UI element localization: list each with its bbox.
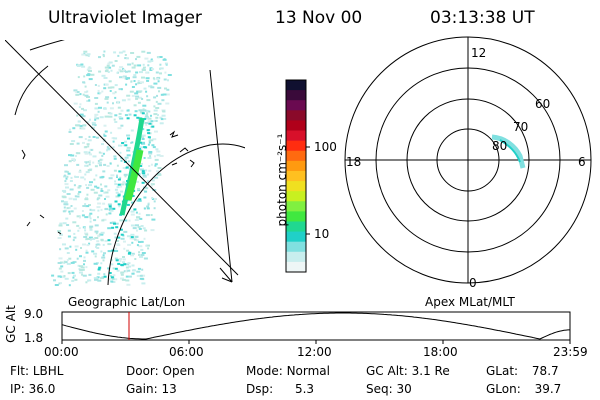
colorbar-cell [286,100,306,111]
alt-ytick-9: 9.0 [24,307,44,321]
lat-line [29,40,65,51]
coastline [169,130,195,168]
footer-door: Door: Open [126,364,195,378]
footer-gcalt: GC Alt: 3.1 Re [366,364,450,378]
geographic-label: Geographic Lat/Lon [68,295,186,309]
mlt-label-18: 18 [346,155,362,169]
colorbar-cell [286,221,306,233]
date-label: 13 Nov 00 [275,8,363,28]
grid-corner [219,267,233,283]
geographic-image [5,40,245,287]
polar-aurora [491,134,526,169]
lat-line [14,65,49,116]
colorbar-cell [286,80,306,91]
colorbar-cell [286,170,306,182]
alt-xtick-06: 06:00 [169,345,204,359]
coastline [21,149,62,235]
mlt-label-12: 12 [471,46,487,60]
footer-ip: IP: 36.0 [10,382,56,396]
colorbar [285,79,310,273]
colorbar-cell [286,181,306,192]
footer-dsp: Dsp: 5.3 [246,382,315,396]
colorbar-cell [286,150,306,162]
colorbar-cell [286,110,306,121]
colorbar-cell [286,211,306,222]
footer-gain: Gain: 13 [126,382,177,396]
colorbar-cell [286,241,306,253]
colorbar-cell [286,160,306,172]
colorbar-cell [286,130,306,142]
time-label: 03:13:38 UT [430,8,535,28]
colorbar-tick-10: 10 [314,227,330,241]
colorbar-cell [286,201,306,212]
mlt-label-0: 0 [469,276,477,290]
lat-label-80: 80 [492,139,508,153]
alt-ylabel: GC Alt [3,305,18,343]
alt-ytick-1-8: 1.8 [24,331,44,345]
lon-line [5,40,239,276]
instrument-title: Ultraviolet Imager [48,8,202,28]
alt-xtick-18: 18:00 [423,345,458,359]
alt-xtick-00: 00:00 [44,345,79,359]
auroral-arc-core [124,149,144,201]
colorbar-cell [286,140,306,152]
alt-xtick-2359: 23:59 [553,345,588,359]
colorbar-cell [286,120,306,132]
footer-flt: Flt: LBHL [10,364,64,378]
footer-glat: GLat: 78.7 [486,364,559,378]
colorbar-cell [286,90,306,101]
footer-seq: Seq: 30 [366,382,412,396]
footer-mode: Mode: Normal [246,364,330,378]
footer-glon: GLon: 39.7 [486,382,562,396]
altitude-curve [61,312,570,340]
mlt-label-6: 6 [578,155,586,169]
polar-aurora-core [499,139,521,163]
auroral-arc [119,117,145,216]
colorbar-unit-label: photon cm⁻²s⁻¹ [275,133,289,227]
colorbar-cell [286,231,306,243]
apex-label: Apex MLat/MLT [425,295,515,309]
colorbar-cell [286,261,306,273]
colorbar-cell [286,191,306,202]
lat-circle [107,143,245,286]
lon-line [209,69,233,283]
alt-xtick-12: 12:00 [297,345,332,359]
altitude-plot [61,311,571,344]
colorbar-cell [286,251,306,263]
colorbar-tick-100: 100 [314,140,337,154]
lat-label-70: 70 [513,120,529,134]
lat-label-60: 60 [535,97,551,111]
polar-plot [344,36,592,284]
auroral-speckle [51,50,172,287]
